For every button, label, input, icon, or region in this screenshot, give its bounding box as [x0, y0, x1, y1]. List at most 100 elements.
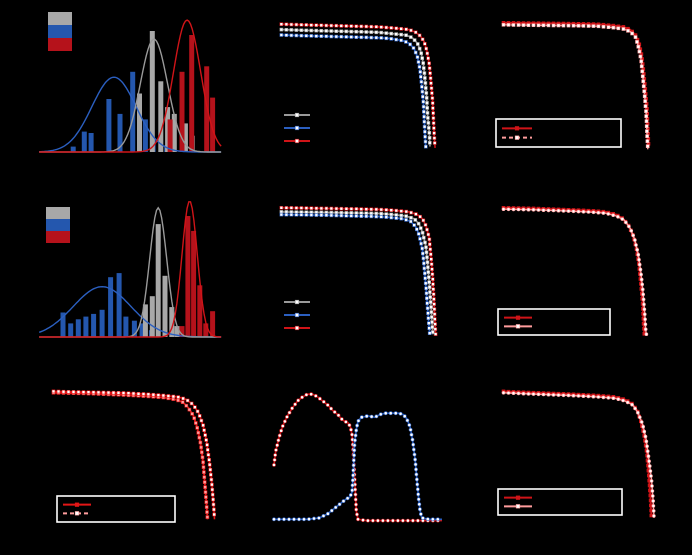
data-marker	[299, 212, 304, 217]
data-marker	[426, 311, 430, 315]
data-marker	[204, 505, 209, 509]
data-marker	[279, 22, 284, 27]
data-marker	[591, 24, 596, 28]
data-marker	[421, 94, 425, 99]
data-marker	[193, 405, 197, 410]
data-marker	[354, 214, 359, 218]
data-marker	[412, 38, 417, 42]
data-marker	[385, 518, 390, 523]
data-marker	[651, 509, 656, 513]
data-marker	[279, 33, 284, 37]
data-marker	[304, 206, 309, 210]
data-marker	[641, 79, 645, 84]
data-marker	[389, 31, 394, 36]
data-marker	[111, 390, 116, 395]
data-marker	[209, 477, 214, 482]
panel-jv-curves-top-middle	[230, 0, 460, 185]
data-marker	[424, 96, 429, 100]
data-marker	[399, 209, 404, 213]
data-marker	[551, 23, 556, 28]
data-marker	[626, 28, 630, 33]
data-marker	[630, 402, 634, 407]
data-marker	[420, 516, 425, 521]
data-marker	[321, 513, 326, 518]
data-marker	[292, 517, 296, 522]
data-marker	[274, 448, 278, 452]
data-marker	[210, 487, 215, 492]
data-marker	[289, 22, 294, 27]
data-marker	[344, 420, 348, 424]
data-marker	[422, 119, 427, 124]
data-marker	[521, 207, 526, 212]
data-marker	[302, 517, 306, 522]
data-marker	[422, 235, 426, 240]
data-marker	[355, 423, 360, 428]
gray-histogram-bar	[155, 224, 161, 337]
data-marker	[421, 251, 425, 256]
data-marker	[412, 452, 417, 457]
data-marker	[96, 390, 101, 395]
data-marker	[287, 410, 292, 415]
data-marker	[635, 40, 639, 44]
data-marker	[176, 395, 181, 399]
data-marker	[501, 390, 506, 395]
data-marker	[566, 23, 571, 28]
data-marker	[374, 214, 379, 219]
data-marker	[419, 80, 424, 84]
data-marker	[515, 495, 521, 500]
data-marker	[201, 423, 205, 428]
data-marker	[334, 34, 339, 39]
data-marker	[353, 492, 358, 497]
panel-jv-hysteresis-bottom-left	[0, 370, 230, 555]
data-marker	[641, 424, 645, 429]
data-marker	[431, 111, 435, 115]
data-marker	[639, 277, 644, 282]
data-marker	[581, 394, 586, 399]
data-marker	[415, 55, 420, 59]
data-marker	[211, 502, 216, 507]
data-marker	[630, 31, 634, 36]
data-marker	[642, 94, 647, 99]
data-marker	[416, 497, 421, 502]
data-marker	[344, 29, 349, 34]
data-marker	[651, 494, 655, 498]
data-marker	[413, 457, 418, 462]
data-marker	[423, 281, 428, 286]
data-marker	[409, 215, 413, 220]
data-marker	[629, 228, 634, 233]
data-marker	[411, 442, 416, 447]
data-marker	[430, 91, 434, 95]
data-marker	[389, 36, 394, 41]
data-marker	[399, 38, 403, 43]
red-histogram-bar	[179, 71, 185, 152]
data-marker	[369, 35, 374, 40]
data-marker	[414, 212, 418, 216]
data-marker	[506, 23, 511, 27]
data-marker	[364, 214, 369, 219]
data-marker	[379, 214, 384, 219]
data-marker	[319, 23, 324, 28]
blue-histogram-bar	[142, 119, 148, 152]
data-marker	[203, 485, 207, 489]
data-marker	[430, 320, 434, 324]
data-marker	[410, 518, 415, 523]
data-marker	[299, 28, 304, 33]
data-marker	[416, 492, 421, 497]
data-marker	[643, 99, 647, 103]
data-marker	[131, 391, 136, 396]
data-marker	[161, 393, 166, 398]
data-marker	[348, 493, 353, 497]
data-marker	[201, 460, 205, 465]
data-marker	[571, 23, 576, 28]
data-marker	[284, 212, 289, 217]
data-marker	[314, 23, 319, 28]
data-marker	[611, 25, 616, 30]
data-marker	[423, 134, 427, 139]
data-marker	[195, 425, 199, 430]
data-marker	[325, 403, 330, 407]
data-marker	[350, 432, 354, 437]
data-marker	[427, 126, 431, 130]
data-marker	[383, 411, 388, 416]
data-marker	[424, 144, 428, 149]
data-marker	[156, 393, 161, 397]
